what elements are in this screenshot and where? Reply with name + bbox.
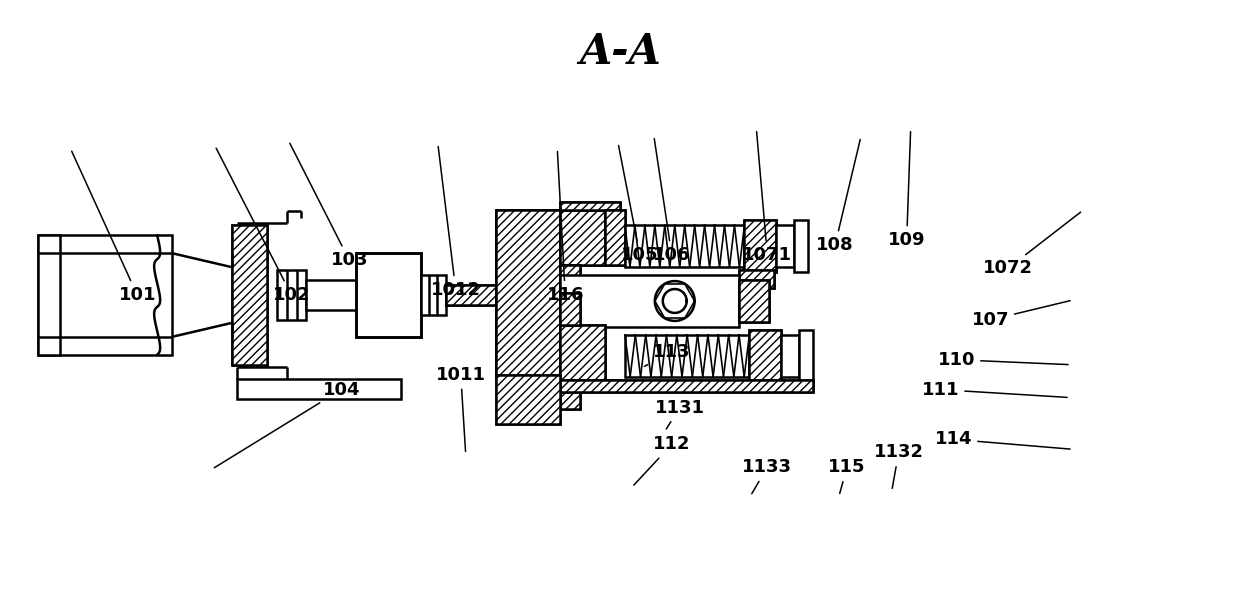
Bar	[560, 265, 580, 297]
Bar	[37, 236, 60, 355]
Bar	[605, 210, 625, 265]
Bar	[799, 330, 813, 382]
Bar	[739, 270, 774, 288]
Text: 1072: 1072	[983, 212, 1080, 277]
Bar	[560, 388, 580, 409]
Bar	[560, 380, 813, 392]
Text: 109: 109	[888, 132, 925, 249]
Text: 1071: 1071	[743, 132, 792, 264]
Bar	[496, 374, 560, 424]
Text: 1133: 1133	[743, 458, 792, 493]
Text: 102: 102	[216, 148, 310, 304]
Bar	[781, 335, 799, 377]
Text: 1012: 1012	[430, 147, 481, 299]
Bar	[232, 225, 267, 365]
Bar	[496, 374, 560, 424]
Bar	[776, 225, 794, 267]
Text: 116: 116	[547, 151, 584, 304]
Bar	[739, 280, 769, 322]
Bar	[37, 236, 172, 355]
Text: 1131: 1131	[655, 398, 704, 429]
Bar	[739, 280, 769, 322]
Text: 101: 101	[72, 151, 156, 304]
Bar	[560, 388, 580, 409]
Text: 1011: 1011	[435, 365, 486, 451]
Bar	[560, 380, 620, 388]
Bar	[420, 275, 446, 315]
Bar	[560, 293, 580, 325]
Bar	[560, 293, 580, 325]
Bar	[744, 221, 776, 272]
Bar	[749, 330, 781, 382]
Text: A-A: A-A	[579, 31, 661, 73]
Bar	[605, 210, 625, 265]
Text: 111: 111	[921, 380, 1068, 398]
Bar	[496, 210, 560, 380]
Text: 107: 107	[971, 300, 1070, 329]
Text: 108: 108	[816, 139, 861, 254]
Text: 105: 105	[619, 145, 658, 264]
Bar	[560, 210, 605, 265]
Text: 113: 113	[645, 343, 691, 367]
Text: 104: 104	[215, 380, 360, 468]
Text: 112: 112	[634, 435, 691, 485]
Bar	[560, 210, 605, 265]
Bar	[496, 210, 560, 380]
Bar	[744, 221, 776, 272]
Bar	[237, 379, 401, 398]
Bar	[749, 330, 781, 382]
Text: 114: 114	[935, 430, 1070, 449]
Text: 103: 103	[290, 143, 368, 269]
Bar	[560, 325, 605, 380]
Bar	[446, 285, 496, 305]
Bar	[794, 221, 808, 272]
Text: 110: 110	[937, 351, 1068, 369]
Bar	[277, 270, 306, 320]
Bar	[625, 225, 744, 267]
Bar	[560, 203, 620, 210]
Bar	[560, 203, 620, 210]
Bar	[625, 335, 749, 377]
Text: 1132: 1132	[874, 444, 924, 489]
Text: 115: 115	[828, 458, 866, 493]
Bar	[446, 285, 496, 305]
Bar	[560, 265, 580, 297]
Bar	[560, 325, 605, 380]
Bar	[232, 225, 267, 365]
Bar	[306, 280, 366, 310]
Bar	[560, 380, 620, 388]
Bar	[560, 380, 813, 392]
Bar	[739, 270, 774, 288]
Bar	[356, 253, 420, 337]
Bar	[560, 275, 739, 327]
Text: 106: 106	[653, 138, 691, 264]
